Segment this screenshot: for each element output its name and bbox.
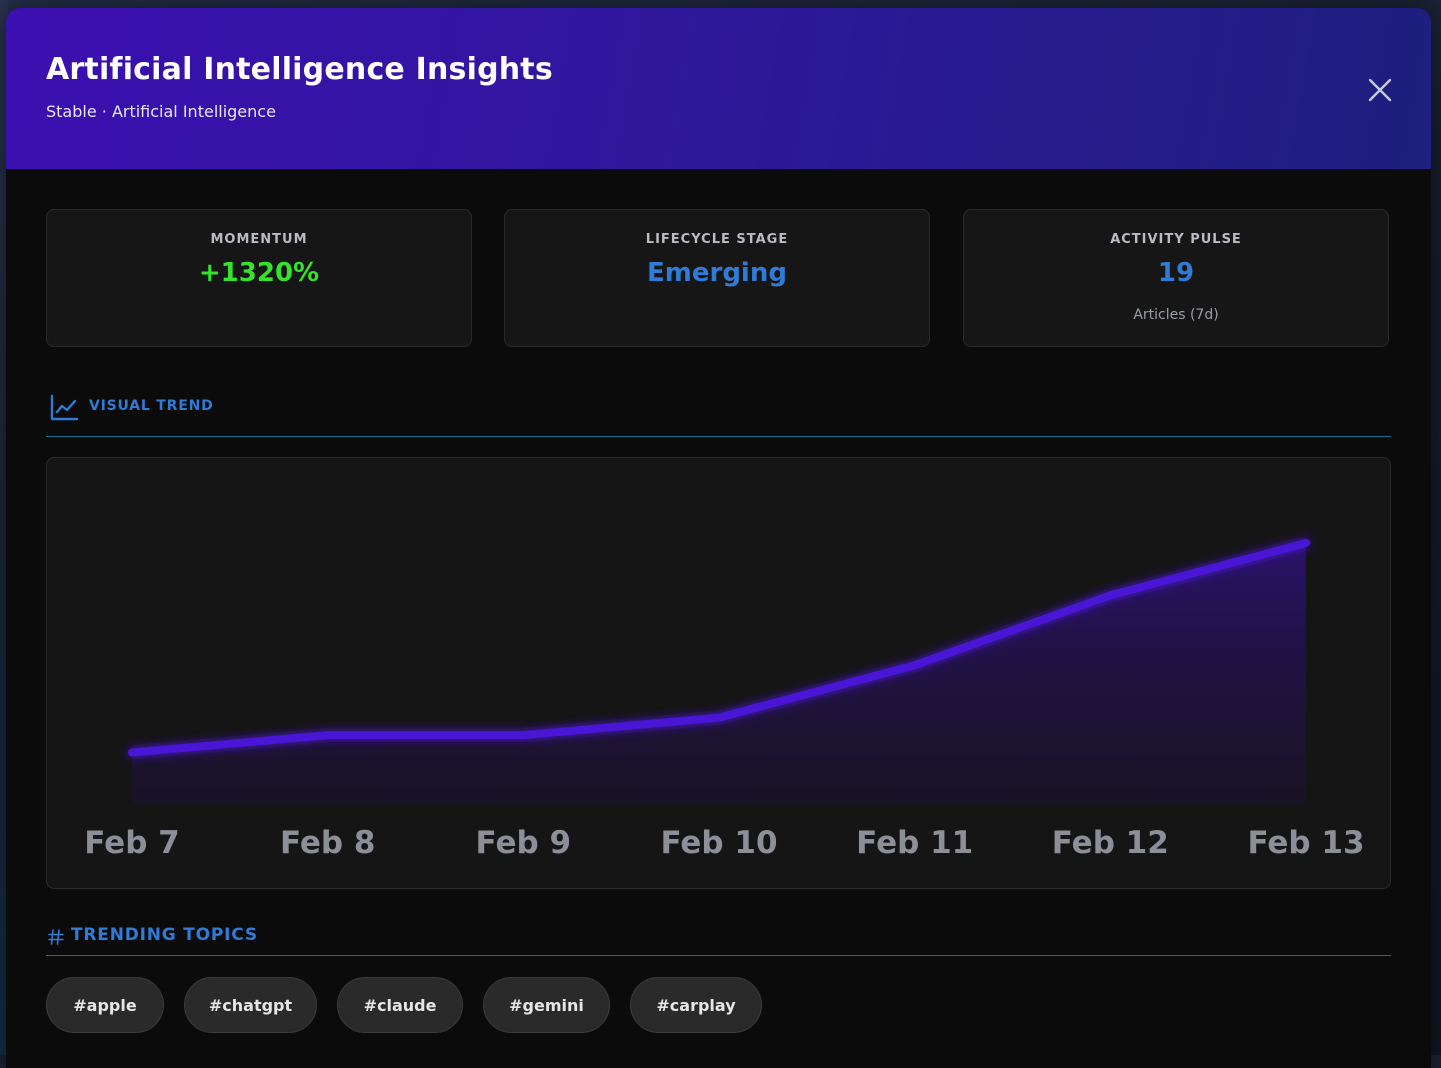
topic-tag[interactable]: #gemini [483, 977, 610, 1033]
topic-tag[interactable]: #chatgpt [184, 977, 317, 1033]
x-tick-label: Feb 10 [660, 825, 777, 861]
activity-card: ACTIVITY PULSE 19 Articles (7d) [963, 209, 1389, 347]
trend-area [132, 543, 1306, 803]
insights-modal: Artificial Intelligence Insights Stable … [6, 8, 1431, 1068]
x-tick-label: Feb 8 [280, 825, 376, 861]
x-tick-label: Feb 12 [1052, 825, 1169, 861]
x-tick-label: Feb 13 [1247, 825, 1364, 861]
momentum-label: MOMENTUM [210, 232, 308, 247]
modal-header: Artificial Intelligence Insights Stable … [6, 8, 1431, 169]
hash-icon [48, 929, 64, 945]
momentum-card: MOMENTUM +1320% [46, 209, 472, 347]
trend-chart: Feb 7 Feb 8 Feb 9 Feb 10 Feb 11 Feb 12 Feb 13 [46, 457, 1391, 889]
modal-title: Artificial Intelligence Insights [46, 52, 553, 87]
line-chart-icon [50, 394, 79, 421]
lifecycle-value: Emerging [647, 258, 787, 288]
topic-tag[interactable]: #apple [46, 977, 164, 1033]
trending-topics-header: TRENDING TOPICS [46, 915, 1391, 956]
close-icon [1368, 78, 1392, 102]
activity-sub: Articles (7d) [1133, 307, 1219, 323]
backdrop-edge [0, 0, 8, 1055]
momentum-value: +1320% [198, 258, 320, 288]
close-button[interactable] [1362, 72, 1398, 108]
visual-trend-header: VISUAL TREND [46, 394, 1391, 437]
topic-tag[interactable]: #claude [337, 977, 463, 1033]
visual-trend-title: VISUAL TREND [89, 398, 214, 414]
activity-label: ACTIVITY PULSE [1110, 232, 1242, 247]
lifecycle-label: LIFECYCLE STAGE [645, 232, 789, 247]
lifecycle-card: LIFECYCLE STAGE Emerging [504, 209, 930, 347]
trending-topics-title: TRENDING TOPICS [71, 925, 258, 945]
trend-line [128, 539, 1310, 757]
x-tick-label: Feb 11 [856, 825, 973, 861]
trend-chart-svg: Feb 7 Feb 8 Feb 9 Feb 10 Feb 11 Feb 12 Feb 13 [84, 539, 1365, 861]
x-tick-label: Feb 9 [476, 825, 572, 861]
topic-tag[interactable]: #carplay [630, 977, 762, 1033]
x-tick-label: Feb 7 [84, 825, 180, 861]
activity-value: 19 [1157, 258, 1195, 288]
modal-subtitle: Stable · Artificial Intelligence [46, 102, 276, 121]
